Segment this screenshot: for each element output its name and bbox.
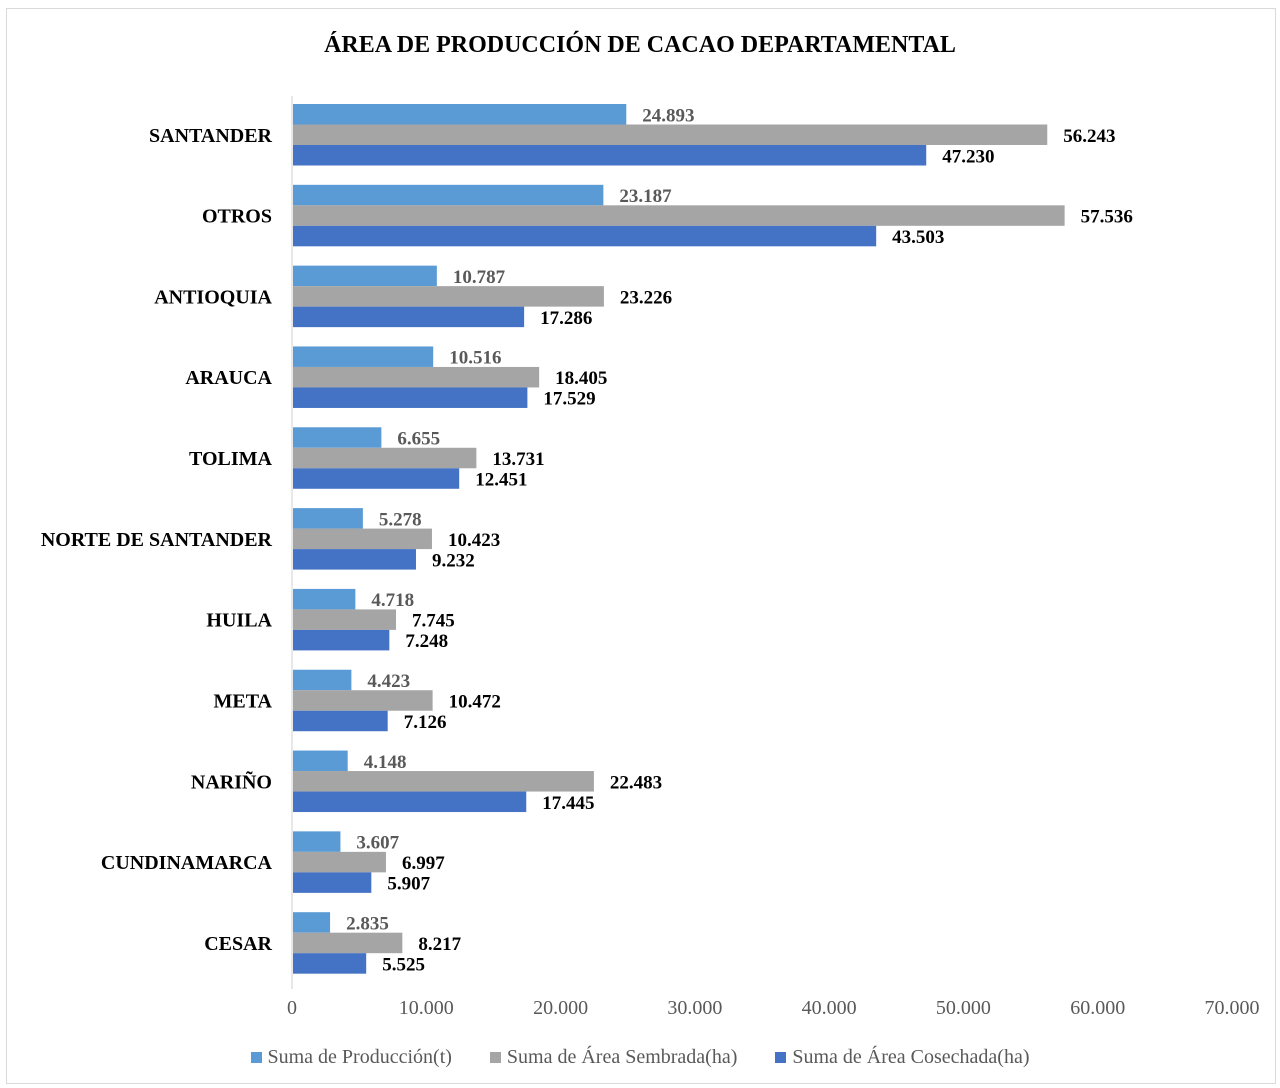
bar [293, 771, 594, 792]
data-label: 6.997 [402, 853, 445, 874]
category-label: OTROS [202, 206, 272, 228]
data-label: 17.529 [543, 389, 595, 410]
data-label: 4.718 [371, 590, 414, 611]
data-label: 56.243 [1063, 126, 1115, 147]
data-label: 17.445 [542, 793, 594, 814]
data-label: 5.907 [387, 874, 430, 895]
chart-frame [6, 8, 1276, 1084]
data-label: 57.536 [1081, 207, 1133, 228]
category-label: NORTE DE SANTANDER [41, 529, 273, 551]
x-tick-label: 20.000 [533, 997, 588, 1019]
bar [293, 750, 348, 772]
data-label: 24.893 [642, 105, 694, 126]
data-label: 6.655 [397, 429, 440, 450]
x-tick-label: 70.000 [1205, 997, 1260, 1019]
bar [293, 629, 390, 651]
data-label: 10.516 [449, 348, 501, 369]
category-label: CESAR [204, 933, 272, 955]
legend-swatch [489, 1052, 501, 1063]
bar [293, 932, 403, 954]
legend-item: Suma de Área Sembrada(ha) [489, 1046, 738, 1069]
bar [293, 669, 352, 691]
x-tick-label: 60.000 [1070, 997, 1125, 1019]
data-label: 5.278 [379, 509, 422, 530]
data-label: 8.217 [418, 934, 461, 955]
category-label: META [213, 690, 272, 712]
data-label: 7.126 [404, 712, 447, 733]
bar [293, 609, 397, 630]
bar [293, 588, 356, 610]
bar [293, 427, 382, 448]
bar [293, 184, 604, 206]
data-label: 22.483 [610, 772, 662, 793]
bar [293, 468, 460, 489]
data-label: 5.525 [382, 954, 425, 975]
bar [293, 508, 363, 529]
bar [293, 791, 527, 813]
legend-item: Suma de Producción(t) [250, 1046, 452, 1069]
bar [293, 912, 331, 933]
data-label: 10.423 [448, 530, 500, 551]
bar [293, 447, 477, 469]
bar [293, 831, 341, 852]
data-label: 47.230 [942, 146, 994, 167]
data-label: 7.745 [412, 611, 455, 632]
data-label: 23.187 [619, 186, 672, 207]
data-label: 4.423 [367, 671, 410, 692]
category-label: ARAUCA [185, 367, 272, 389]
bar [293, 549, 416, 570]
data-label: 23.226 [620, 287, 672, 308]
legend-swatch [775, 1052, 787, 1063]
data-label: 10.787 [453, 267, 506, 288]
data-label: 2.835 [346, 913, 389, 934]
chart-title: ÁREA DE PRODUCCIÓN DE CACAO DEPARTAMENTA… [324, 32, 956, 58]
data-label: 18.405 [555, 368, 607, 389]
data-label: 7.248 [405, 631, 448, 652]
legend-label: Suma de Área Sembrada(ha) [506, 1046, 738, 1068]
data-label: 43.503 [892, 227, 944, 248]
data-label: 4.148 [364, 752, 407, 773]
bar [293, 387, 528, 408]
bar [293, 225, 877, 247]
x-tick-label: 0 [287, 997, 297, 1019]
category-label: NARIÑO [191, 770, 272, 793]
x-tick-label: 40.000 [802, 997, 857, 1019]
bar [293, 346, 434, 367]
x-tick-label: 50.000 [936, 997, 991, 1019]
chart-legend: Suma de Producción(t) Suma de Área Sembra… [0, 1046, 1280, 1069]
category-label: ANTIOQUIA [154, 286, 272, 308]
bar [293, 953, 367, 974]
category-label: HUILA [206, 610, 272, 632]
bar [293, 265, 437, 287]
legend-label: Suma de Producción(t) [267, 1046, 452, 1068]
bar [293, 286, 604, 307]
data-label: 10.472 [449, 691, 501, 712]
x-tick-label: 10.000 [399, 997, 454, 1019]
category-label: SANTANDER [149, 125, 273, 147]
data-label: 3.607 [356, 833, 399, 854]
legend-item: Suma de Área Cosechada(ha) [775, 1046, 1030, 1069]
category-label: CUNDINAMARCA [101, 852, 273, 874]
data-label: 9.232 [432, 550, 475, 571]
data-label: 17.286 [540, 308, 592, 329]
bar [293, 528, 432, 550]
bar [293, 366, 540, 388]
bar [293, 306, 525, 328]
category-label: TOLIMA [189, 448, 273, 470]
legend-swatch [250, 1052, 262, 1063]
x-tick-label: 30.000 [667, 997, 722, 1019]
bar [293, 145, 927, 166]
bar [293, 124, 1048, 145]
bar [293, 205, 1065, 226]
bar [293, 690, 433, 711]
bar [293, 104, 627, 125]
bar [293, 851, 386, 873]
data-label: 13.731 [492, 449, 544, 470]
legend-label: Suma de Área Cosechada(ha) [792, 1046, 1030, 1068]
bar [293, 710, 388, 732]
bar [293, 872, 372, 893]
data-label: 12.451 [475, 470, 527, 491]
